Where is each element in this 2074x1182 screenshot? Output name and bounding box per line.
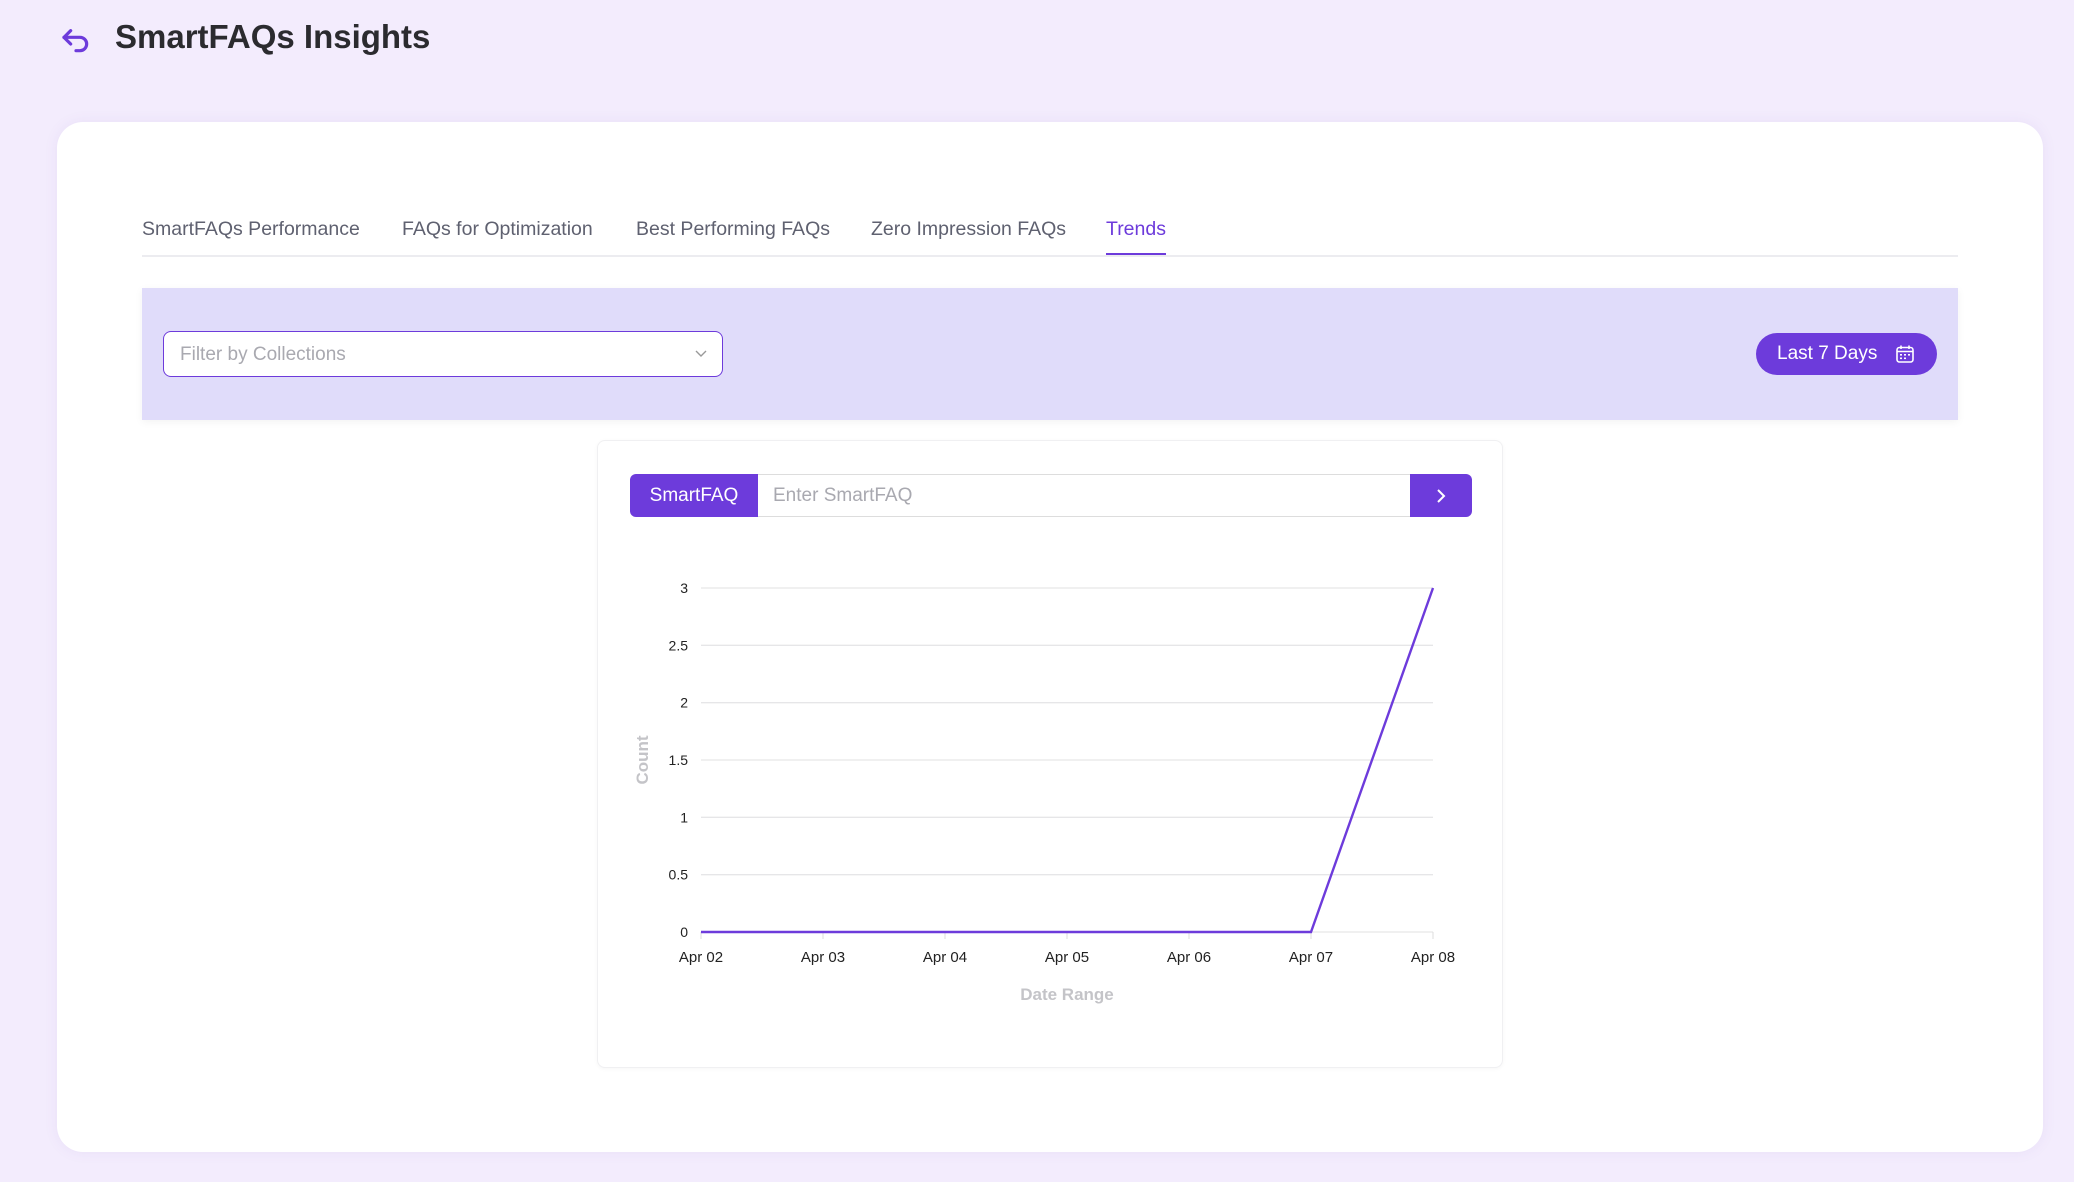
- tab-trends[interactable]: Trends: [1106, 218, 1166, 255]
- trend-line-chart: 0 0.5 1 1.5 2 2.5 3 Apr 02 Apr 03 Apr 04 Apr 05 Apr…: [633, 580, 1455, 1004]
- calendar-icon: [1896, 345, 1914, 363]
- tab-bar: SmartFAQs Performance FAQs for Optimizat…: [142, 214, 1958, 257]
- smartfaq-input[interactable]: [758, 474, 1410, 517]
- smartfaq-label: SmartFAQ: [630, 474, 758, 517]
- y-axis-title: Count: [633, 735, 652, 784]
- x-tick-label: Apr 06: [1167, 949, 1211, 966]
- filter-bar: Filter by Collections Last 7 Days: [142, 288, 1958, 420]
- back-arrow-icon[interactable]: [60, 24, 92, 56]
- x-tick-label: Apr 04: [923, 949, 967, 966]
- date-range-label: Last 7 Days: [1777, 343, 1878, 364]
- tab-faqs-for-optimization[interactable]: FAQs for Optimization: [402, 218, 593, 240]
- y-tick-label: 1.5: [669, 752, 689, 768]
- y-tick-label: 2: [680, 695, 688, 711]
- date-range-button[interactable]: Last 7 Days: [1756, 333, 1937, 375]
- chevron-right-icon: [1437, 489, 1446, 503]
- x-tick-label: Apr 08: [1411, 949, 1455, 966]
- y-tick-label: 0.5: [669, 867, 689, 883]
- x-tick-label: Apr 02: [679, 949, 723, 966]
- page-title: SmartFAQs Insights: [115, 18, 431, 55]
- chevron-down-icon: [695, 350, 707, 357]
- collections-filter-placeholder: Filter by Collections: [180, 344, 346, 365]
- y-tick-label: 1: [680, 809, 688, 825]
- trend-chart-card: SmartFAQ 0 0.5 1 1.5 2 2.5 3 Apr 02 Apr 03 Apr 04…: [597, 440, 1503, 1068]
- y-tick-label: 2.5: [669, 637, 689, 653]
- collections-filter-select[interactable]: Filter by Collections: [163, 331, 723, 377]
- tab-zero-impression-faqs[interactable]: Zero Impression FAQs: [871, 218, 1067, 240]
- x-tick-label: Apr 03: [801, 949, 845, 966]
- y-tick-label: 3: [680, 580, 688, 596]
- tab-smartfaqs-performance[interactable]: SmartFAQs Performance: [142, 218, 360, 240]
- x-tick-label: Apr 05: [1045, 949, 1089, 966]
- submit-smartfaq-button[interactable]: [1410, 474, 1472, 517]
- y-tick-label: 0: [680, 924, 688, 940]
- tab-best-performing-faqs[interactable]: Best Performing FAQs: [636, 218, 830, 240]
- x-tick-label: Apr 07: [1289, 949, 1333, 966]
- x-axis-title: Date Range: [1020, 985, 1114, 1004]
